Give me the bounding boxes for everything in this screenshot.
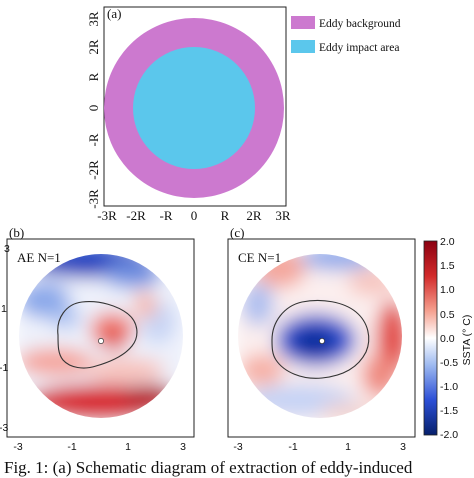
panel-a-frame	[103, 6, 287, 207]
panel-b: (b) AE N=1 -3 -1 1	[0, 225, 195, 453]
x-tick-label: -3	[233, 441, 242, 453]
y-tick-label: 3	[4, 243, 10, 255]
panel-a-label: (a)	[107, 6, 121, 21]
panel-a-legend: Eddy background Eddy impact area	[291, 16, 401, 54]
legend-label-impact: Eddy impact area	[319, 42, 399, 54]
colorbar-gradient	[423, 240, 438, 436]
panel-a-x-ticks: -3R -2R -R 0 R 2R 3R	[97, 208, 291, 223]
y-tick-label: -R	[86, 133, 101, 146]
colorbar-label: SSTA (° C)	[461, 315, 473, 366]
colorbar-tick-label: 1.0	[440, 284, 455, 296]
panel-a: (a) -3R -2R -R 0 R 2R 3R 3R 2R R 0 -R -2…	[86, 6, 401, 223]
x-tick-label: 3R	[275, 208, 291, 223]
colorbar-tick-label: 1.5	[440, 260, 455, 272]
panel-b-title: AE N=1	[17, 250, 61, 265]
y-tick-label: -3R	[86, 189, 101, 209]
panel-c-eddy-center	[319, 338, 325, 344]
panel-b-eddy-boundary	[57, 301, 138, 369]
colorbar-tick-label: -1.5	[440, 405, 458, 417]
panel-b-label: (b)	[9, 225, 24, 240]
y-tick-label: 0	[86, 105, 101, 112]
panel-c: (c) CE N=1 -3 -1 1 3	[227, 225, 416, 453]
x-tick-label: 1	[345, 441, 351, 453]
panel-c-eddy-boundary	[271, 299, 370, 379]
colorbar-ticks: 2.0 1.5 1.0 0.5 0.0 -0.5 -1.0 -1.5 -2.0	[440, 236, 458, 441]
panel-a-y-ticks: 3R 2R R 0 -R -2R -3R	[86, 11, 101, 209]
x-tick-label: 3	[180, 441, 186, 453]
x-tick-label: -1	[67, 441, 76, 453]
x-tick-label: R	[221, 208, 230, 223]
y-tick-label: 2R	[86, 39, 101, 55]
y-tick-label: 3R	[86, 11, 101, 27]
panel-b-y-ticks: 3 1 -1 -3	[0, 243, 10, 434]
x-tick-label: 0	[191, 208, 198, 223]
y-tick-label: -1	[0, 362, 8, 374]
legend-swatch-background	[291, 16, 315, 29]
x-tick-label: -1	[288, 441, 297, 453]
colorbar: 2.0 1.5 1.0 0.5 0.0 -0.5 -1.0 -1.5 -2.0 …	[423, 236, 473, 441]
y-tick-label: R	[86, 72, 101, 81]
x-tick-label: -2R	[126, 208, 146, 223]
colorbar-tick-label: -0.5	[440, 357, 458, 369]
panel-b-ssta-field	[19, 254, 183, 418]
y-tick-label: 1	[1, 303, 7, 315]
panel-c-label: (c)	[230, 225, 244, 240]
colorbar-tick-label: 2.0	[440, 236, 455, 248]
y-tick-label: -2R	[86, 160, 101, 180]
legend-label-background: Eddy background	[319, 18, 401, 30]
panel-b-frame	[6, 238, 195, 438]
colorbar-tick-label: 0.0	[440, 333, 455, 345]
panel-c-x-ticks: -3 -1 1 3	[233, 441, 406, 453]
panel-c-title: CE N=1	[238, 250, 281, 265]
panel-c-frame	[227, 238, 416, 438]
colorbar-tick-label: -1.0	[440, 381, 458, 393]
panel-b-eddy-center	[98, 338, 104, 344]
eddy-impact-disk	[133, 47, 255, 169]
x-tick-label: -3	[13, 441, 22, 453]
figure-caption: Fig. 1: (a) Schematic diagram of extract…	[4, 458, 413, 477]
x-tick-label: 3	[400, 441, 406, 453]
x-tick-label: -R	[160, 208, 173, 223]
y-tick-label: -3	[0, 422, 8, 434]
x-tick-label: 1	[125, 441, 131, 453]
colorbar-tick-label: -2.0	[440, 429, 458, 441]
x-tick-label: 2R	[246, 208, 262, 223]
legend-swatch-impact	[291, 40, 315, 53]
colorbar-tick-label: 0.5	[440, 309, 455, 321]
x-tick-label: -3R	[97, 208, 117, 223]
panel-c-ssta-field	[238, 254, 402, 418]
panel-b-x-ticks: -3 -1 1 3	[13, 441, 186, 453]
